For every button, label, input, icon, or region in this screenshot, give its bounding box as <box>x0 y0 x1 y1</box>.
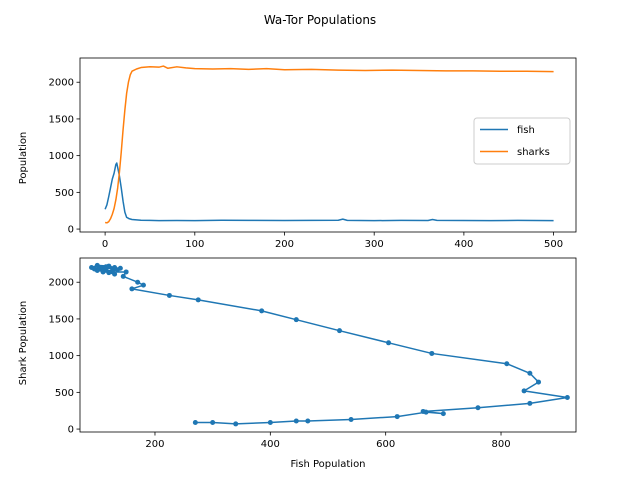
bottom-xlabel: Fish Population <box>290 459 365 470</box>
top-line-sharks <box>104 65 554 224</box>
bottom-point <box>475 405 481 411</box>
figure-title: Wa-Tor Populations <box>264 13 376 27</box>
bottom-point <box>100 268 106 274</box>
top-x-tick-label: 500 <box>544 239 563 250</box>
bottom-point <box>527 370 533 376</box>
bottom-point <box>440 411 446 417</box>
top-x-tick-label: 100 <box>185 239 204 250</box>
bottom-point <box>140 282 146 288</box>
bottom-y-tick-label: 0 <box>68 425 74 436</box>
top-legend: fish sharks <box>473 117 571 165</box>
bottom-point <box>210 419 216 425</box>
bottom-y-tick-label: 2000 <box>49 278 74 289</box>
bottom-point <box>527 400 533 406</box>
bottom-point <box>106 270 112 276</box>
top-y-tick-label: 1500 <box>49 114 74 125</box>
bottom-point <box>564 394 570 400</box>
bottom-point <box>259 308 265 314</box>
bottom-point <box>192 419 198 425</box>
bottom-point <box>97 265 103 271</box>
bottom-point <box>348 417 354 423</box>
top-plot-frame <box>79 57 577 233</box>
bottom-point <box>195 297 201 303</box>
top-x-tick-label: 0 <box>102 239 108 250</box>
bottom-x-tick-label: 200 <box>145 439 164 450</box>
top-x-tick-label: 300 <box>365 239 384 250</box>
bottom-point <box>386 340 392 346</box>
bottom-point <box>305 418 311 424</box>
legend-label-fish: fish <box>517 125 535 136</box>
bottom-point <box>293 418 299 424</box>
bottom-point <box>429 350 435 356</box>
bottom-point <box>267 419 273 425</box>
bottom-point <box>536 379 542 385</box>
top-time-series-axes: Population fish sharks 0 100 200 300 400 500 0… <box>18 57 577 250</box>
bottom-y-tick-label: 1500 <box>49 314 74 325</box>
bottom-plot-frame <box>79 257 577 433</box>
bottom-point <box>103 264 109 270</box>
top-y-tick-label: 500 <box>55 188 74 199</box>
bottom-y-tick-label: 1000 <box>49 351 74 362</box>
bottom-point <box>293 317 299 323</box>
bottom-point <box>123 269 129 275</box>
bottom-x-tick-label: 800 <box>491 439 510 450</box>
bottom-point <box>394 414 400 420</box>
top-y-tick-label: 1000 <box>49 151 74 162</box>
bottom-point <box>91 266 97 272</box>
bottom-ylabel: Shark Population <box>18 301 29 385</box>
bottom-point <box>112 271 118 277</box>
legend-label-sharks: sharks <box>517 147 550 158</box>
bottom-point <box>166 292 172 298</box>
top-y-tick-label: 2000 <box>49 78 74 89</box>
bottom-point <box>135 279 141 285</box>
bottom-point <box>504 361 510 367</box>
bottom-y-tick-label: 500 <box>55 388 74 399</box>
bottom-point <box>337 328 343 334</box>
bottom-point <box>114 267 120 273</box>
bottom-x-tick-label: 400 <box>261 439 280 450</box>
top-y-tick-label: 0 <box>68 225 74 236</box>
bottom-point <box>420 408 426 414</box>
top-x-tick-label: 400 <box>454 239 473 250</box>
top-ylabel: Population <box>18 132 29 185</box>
bottom-x-tick-label: 600 <box>376 439 395 450</box>
bottom-point <box>129 286 135 292</box>
bottom-phase-plot-axes: Fish Population Shark Population 200 400 6… <box>18 257 577 470</box>
bottom-point <box>120 273 126 279</box>
top-line-fish <box>104 162 554 222</box>
bottom-point <box>521 388 527 394</box>
bottom-point <box>233 421 239 427</box>
top-x-tick-label: 200 <box>275 239 294 250</box>
